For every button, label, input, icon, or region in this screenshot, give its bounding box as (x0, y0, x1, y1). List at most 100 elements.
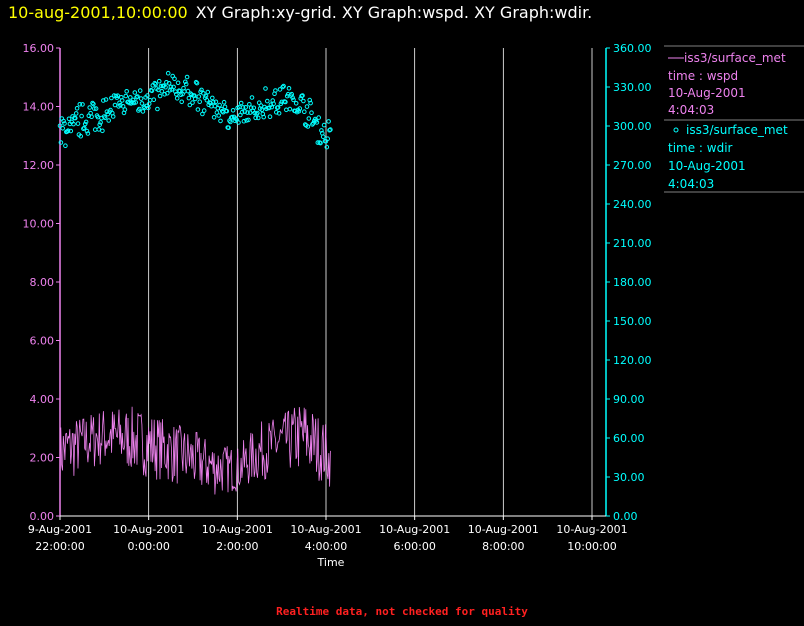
wdir-point (120, 104, 126, 109)
wdir-point (172, 76, 177, 82)
wdir-point (240, 105, 246, 110)
wdir-point (238, 100, 244, 106)
wdir-point (195, 107, 201, 112)
wdir-point (164, 80, 169, 85)
wdir-point (186, 95, 192, 101)
legend-wdir-var: time : wdir (668, 141, 733, 155)
wdir-point (306, 116, 312, 121)
wdir-point (158, 83, 164, 89)
x-tick-label-date: 10-Aug-2001 (113, 523, 184, 536)
wdir-point (75, 121, 81, 126)
wdir-point (217, 102, 222, 108)
wdir-point (192, 96, 198, 102)
wdir-point (309, 110, 314, 115)
wdir-point (325, 136, 331, 141)
wdir-point (197, 99, 202, 104)
wdir-point (110, 114, 116, 119)
wdir-point (216, 113, 221, 118)
wdir-point (280, 84, 286, 90)
wdir-point (73, 115, 78, 121)
wdir-point (138, 96, 144, 101)
wdir-point (77, 102, 83, 107)
x-tick-label-date: 10-Aug-2001 (379, 523, 450, 536)
left-tick-label: 16.00 (23, 42, 55, 55)
x-tick-label-time: 22:00:00 (35, 540, 84, 553)
legend: iss3/surface_met time : wspd 10-Aug-2001… (664, 45, 804, 193)
wdir-point (179, 99, 184, 105)
wdir-point (203, 93, 209, 99)
wdir-point (92, 127, 98, 132)
wdir-point (83, 119, 89, 125)
right-tick-label: 300.00 (613, 120, 652, 133)
wdir-point (139, 101, 145, 106)
wdir-point (212, 103, 218, 109)
wdir-point (166, 81, 172, 86)
x-tick-label-time: 4:00:00 (305, 540, 347, 553)
x-tick-label-time: 8:00:00 (482, 540, 524, 553)
wdir-point (91, 101, 96, 107)
x-tick-label-date: 10-Aug-2001 (468, 523, 539, 536)
wdir-point (242, 109, 248, 114)
wdir-point (98, 120, 103, 125)
wdir-point (291, 97, 296, 103)
axes (59, 48, 607, 517)
left-tick-label: 10.00 (23, 218, 55, 231)
wdir-point (66, 116, 72, 122)
wdir-point (156, 78, 162, 84)
wdir-point (89, 114, 94, 119)
wdir-point (101, 98, 106, 103)
wdir-point (96, 127, 102, 132)
wdir-point (157, 93, 163, 99)
wdir-point (127, 100, 132, 106)
wdir-point (193, 79, 199, 85)
wdir-point (211, 115, 217, 120)
wdir-point (267, 114, 273, 119)
legend-wspd-var: time : wspd (668, 69, 738, 83)
wdir-point (135, 94, 140, 99)
wdir-point (163, 84, 168, 90)
wdir-point (318, 140, 323, 146)
wdir-point (93, 106, 99, 111)
left-tick-label: 8.00 (30, 276, 55, 289)
wdir-point (302, 109, 307, 114)
wdir-point (65, 128, 71, 133)
header-date: 10-aug-2001,10:00:00 (8, 3, 188, 22)
wdir-point (132, 90, 138, 95)
wdir-point (184, 74, 190, 80)
wdir-point (84, 128, 90, 134)
wdir-point (210, 99, 216, 105)
wdir-point (265, 98, 270, 104)
left-tick-label: 4.00 (30, 393, 55, 406)
x-tick-label-date: 10-Aug-2001 (202, 523, 273, 536)
title-bar: 10-aug-2001,10:00:00 XY Graph:xy-grid. XY… (8, 3, 592, 22)
wdir-point (301, 98, 306, 104)
wdir-point (230, 108, 236, 113)
wdir-point (249, 95, 255, 100)
header-graphs: XY Graph:xy-grid. XY Graph:wspd. XY Grap… (195, 3, 593, 22)
wdir-point (218, 118, 223, 124)
wspd-line (59, 406, 331, 495)
wdir-point (187, 102, 193, 108)
wdir-point (123, 93, 129, 99)
wdir-point (271, 101, 276, 106)
wdir-point (171, 84, 176, 90)
wdir-point (263, 86, 268, 91)
wdir-point (315, 140, 321, 145)
grid-lines (59, 48, 593, 516)
wdir-point (145, 93, 150, 98)
wdir-point (165, 70, 171, 76)
wdir-point (243, 105, 248, 110)
wdir-point (61, 118, 66, 124)
wdir-point (128, 95, 133, 100)
wdir-point (82, 125, 87, 131)
wdir-point (58, 140, 64, 145)
right-tick-label: 150.00 (613, 315, 652, 328)
wdir-point (281, 83, 286, 89)
wdir-point (118, 103, 123, 108)
wdir-point (78, 133, 83, 139)
wdir-point (97, 122, 102, 127)
wdir-point (241, 118, 247, 124)
wdir-point (213, 99, 219, 105)
wdir-point (109, 95, 114, 101)
left-tick-label: 0.00 (30, 510, 55, 523)
